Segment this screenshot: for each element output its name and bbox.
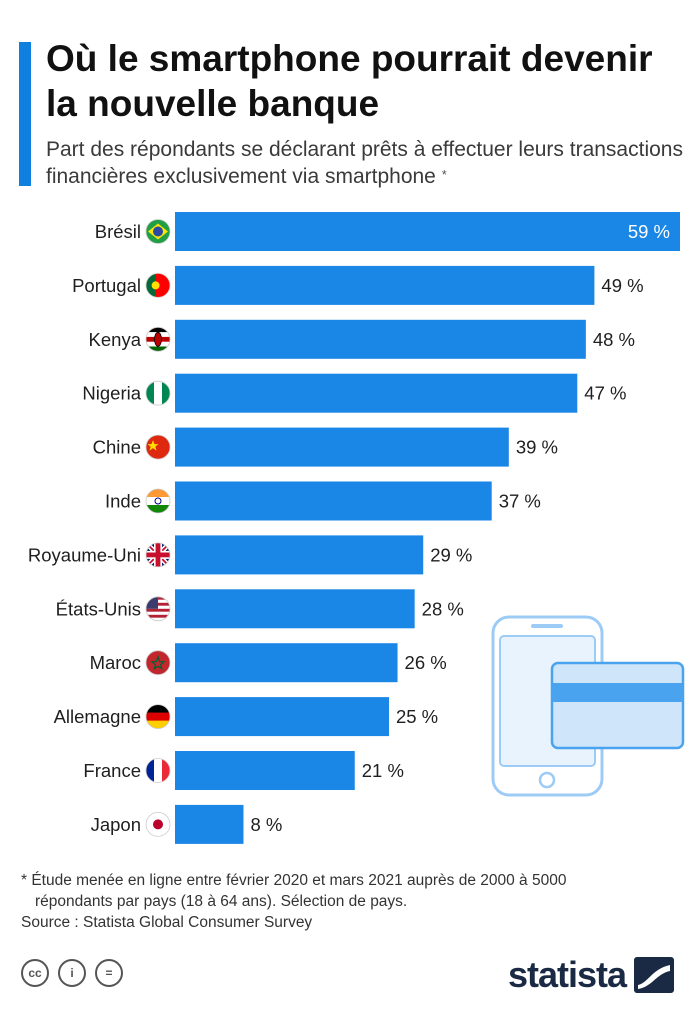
category-label: Maroc: [90, 652, 141, 673]
category-label: Allemagne: [54, 706, 141, 727]
category-label: Japon: [91, 814, 141, 835]
usa-flag-icon: [145, 596, 171, 622]
bar-3: [175, 319, 586, 359]
card-body: [550, 661, 685, 750]
morocco-flag-icon: [145, 650, 171, 676]
value-label: 48 %: [593, 329, 635, 350]
value-label: 37 %: [499, 491, 541, 512]
attribution-icon[interactable]: i: [58, 959, 86, 987]
source-text: Source : Statista Global Consumer Survey: [21, 914, 313, 931]
category-label: Brésil: [95, 221, 141, 242]
subtitle-text: Part des répondants se déclarant prêts à…: [46, 138, 683, 188]
no-derivatives-icon[interactable]: =: [95, 959, 123, 987]
category-label: Portugal: [72, 275, 141, 296]
japan-flag-icon: [145, 812, 171, 837]
bar-4: [175, 373, 578, 413]
bar-7: [175, 535, 424, 575]
portugal-flag-icon: [145, 272, 171, 298]
card-stripe: [553, 683, 682, 702]
bars-group: Brésil 59 % Portugal 49 % Kenya 48 % Nigeria 47…: [28, 212, 680, 844]
smartphone-card-illustration: [491, 615, 685, 797]
bar-10: [175, 697, 389, 737]
bar-1: [175, 212, 680, 251]
bar-6: [175, 481, 492, 521]
brazil-flag-icon: [145, 219, 171, 244]
chart-title: Où le smartphone pourrait devenir la nou…: [46, 38, 653, 124]
value-label: 28 %: [422, 598, 464, 619]
brand-name: statista: [508, 954, 627, 995]
value-label: 39 %: [516, 437, 558, 458]
value-label: 59 %: [628, 221, 670, 242]
creative-commons-icon[interactable]: cc: [21, 959, 49, 987]
category-label: Kenya: [89, 329, 142, 350]
value-label: 25 %: [396, 706, 438, 727]
chart-subtitle: Part des répondants se déclarant prêts à…: [46, 136, 686, 190]
bar-9: [175, 643, 398, 683]
china-flag-icon: [145, 434, 171, 460]
subtitle-footnote-marker: *: [441, 167, 447, 182]
phone-button: [538, 771, 556, 789]
statista-logo-icon: [634, 957, 675, 993]
category-label: Nigeria: [82, 383, 141, 404]
bar-5: [175, 427, 509, 467]
value-label: 29 %: [430, 544, 472, 565]
category-label: Inde: [105, 491, 141, 512]
germany-flag-icon: [145, 704, 171, 729]
value-label: 47 %: [584, 383, 626, 404]
category-label: Royaume-Uni: [28, 544, 141, 565]
bar-2: [175, 265, 595, 305]
value-label: 26 %: [405, 652, 447, 673]
bar-12: [175, 804, 244, 844]
value-label: 8 %: [250, 814, 282, 835]
category-label: Chine: [93, 437, 141, 458]
footnote-line-2: répondants par pays (18 à 64 ans). Sélec…: [35, 893, 408, 910]
footnote: * Étude menée en ligne entre février 202…: [21, 870, 681, 912]
bar-8: [175, 589, 415, 629]
nigeria-flag-icon: [145, 380, 171, 406]
value-label: 21 %: [362, 760, 404, 781]
category-label: États-Unis: [56, 598, 141, 619]
bar-11: [175, 751, 355, 790]
phone-speaker: [531, 624, 563, 628]
statista-brand[interactable]: statista: [508, 954, 675, 995]
license-icons: cc i =: [21, 959, 123, 987]
footnote-line-1: * Étude menée en ligne entre février 202…: [21, 872, 567, 889]
value-label: 49 %: [601, 275, 643, 296]
kenya-flag-icon: [145, 326, 171, 352]
category-label: France: [83, 760, 141, 781]
accent-bar: [19, 42, 31, 186]
india-flag-icon: [145, 488, 171, 514]
uk-flag-icon: [145, 542, 171, 568]
france-flag-icon: [145, 758, 171, 783]
